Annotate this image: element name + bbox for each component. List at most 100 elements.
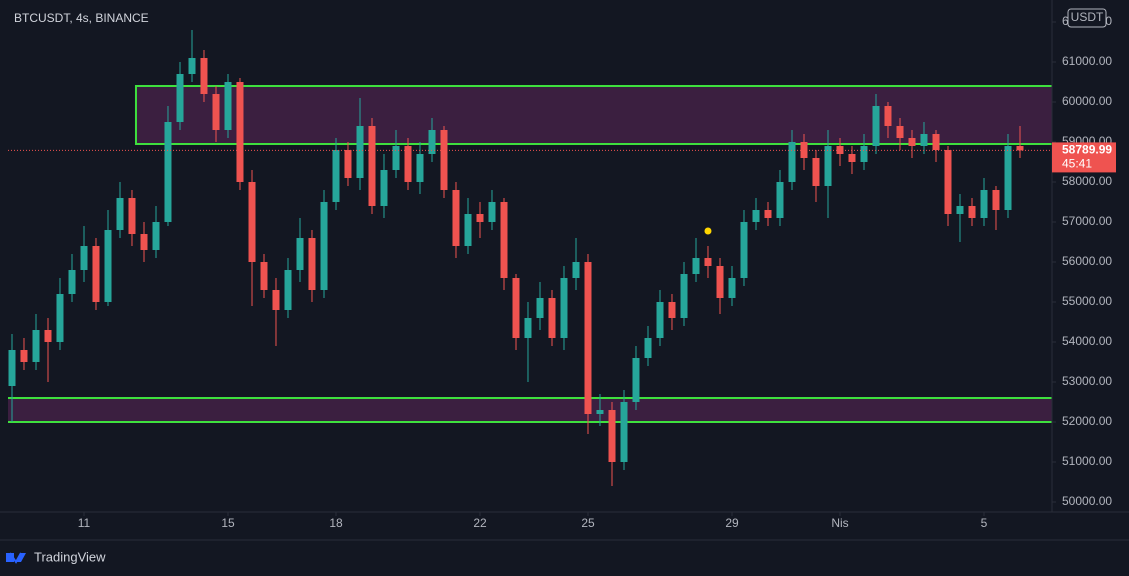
- candle-body: [512, 278, 520, 338]
- x-tick-label: 11: [78, 516, 91, 530]
- candle-body: [944, 150, 952, 214]
- candle-body: [92, 246, 100, 302]
- candle-body: [824, 146, 832, 186]
- candle-body: [344, 150, 352, 178]
- countdown-label: 45:41: [1062, 157, 1092, 171]
- candle-body: [548, 298, 556, 338]
- candle-body: [320, 202, 328, 290]
- candle-body: [896, 126, 904, 138]
- candle-body: [332, 150, 340, 202]
- candle-body: [572, 262, 580, 278]
- y-tick-label: 60000.00: [1062, 94, 1112, 108]
- y-tick-label: 54000.00: [1062, 334, 1112, 348]
- currency-badge[interactable]: [1067, 8, 1107, 28]
- candle-body: [812, 158, 820, 186]
- x-tick-label: Nis: [831, 516, 848, 530]
- candle-body: [740, 222, 748, 278]
- candle-body: [368, 126, 376, 206]
- y-tick-label: 53000.00: [1062, 374, 1112, 388]
- candle-body: [668, 302, 676, 318]
- candle-body: [908, 138, 916, 146]
- candle-body: [728, 278, 736, 298]
- candle-body: [488, 202, 496, 222]
- candle-body: [236, 82, 244, 182]
- candle-body: [68, 270, 76, 294]
- candle-body: [776, 182, 784, 218]
- candle-body: [248, 182, 256, 262]
- candle-body: [416, 154, 424, 182]
- x-tick-label: 22: [473, 516, 487, 530]
- candle-body: [704, 258, 712, 266]
- candle-body: [656, 302, 664, 338]
- candle-body: [536, 298, 544, 318]
- candle-body: [620, 402, 628, 462]
- candle-body: [428, 130, 436, 154]
- candle-body: [608, 410, 616, 462]
- y-tick-label: 55000.00: [1062, 294, 1112, 308]
- candle-body: [500, 202, 508, 278]
- candle-body: [692, 258, 700, 274]
- candle-body: [32, 330, 40, 362]
- x-tick-label: 5: [981, 516, 988, 530]
- candle-body: [980, 190, 988, 218]
- candle-body: [380, 170, 388, 206]
- logo-icon-stroke: [9, 552, 22, 564]
- price-zone: [134, 85, 1052, 145]
- candle-body: [1004, 146, 1012, 210]
- candle-body: [932, 134, 940, 150]
- candle-body: [560, 278, 568, 338]
- marker-dot: [704, 227, 712, 235]
- candle-body: [188, 58, 196, 74]
- candle-body: [920, 134, 928, 146]
- candle-body: [284, 270, 292, 310]
- candle-body: [860, 146, 868, 162]
- price-zone: [8, 397, 1052, 423]
- candle-body: [116, 198, 124, 230]
- y-tick-label: 56000.00: [1062, 254, 1112, 268]
- candle-body: [524, 318, 532, 338]
- plot-area: [8, 30, 1052, 486]
- candle-body: [8, 350, 16, 386]
- candle-body: [632, 358, 640, 402]
- candle-body: [260, 262, 268, 290]
- x-tick-label: 18: [329, 516, 343, 530]
- candle-body: [584, 262, 592, 414]
- candle-body: [272, 290, 280, 310]
- candle-body: [20, 350, 28, 362]
- x-tick-label: 25: [581, 516, 595, 530]
- candle-body: [200, 58, 208, 94]
- candle-body: [212, 94, 220, 130]
- x-tick-label: 15: [221, 516, 235, 530]
- candle-body: [992, 190, 1000, 210]
- candle-body: [80, 246, 88, 270]
- y-tick-label: 61000.00: [1062, 54, 1112, 68]
- candle-body: [356, 126, 364, 178]
- candle-body: [464, 214, 472, 246]
- candle-body: [176, 74, 184, 122]
- y-tick-label: 51000.00: [1062, 454, 1112, 468]
- candle-body: [392, 146, 400, 170]
- axes: 50000.00 51000.00 52000.00 53000.00 54000.00…: [78, 14, 1116, 530]
- candle-body: [848, 154, 856, 162]
- candle-body: [956, 206, 964, 214]
- candle-body: [884, 106, 892, 126]
- y-tick-label: 57000.00: [1062, 214, 1112, 228]
- candle-body: [56, 294, 64, 342]
- y-tick-label: 50000.00: [1062, 494, 1112, 508]
- candle-body: [872, 106, 880, 146]
- y-tick-label: 52000.00: [1062, 414, 1112, 428]
- logo-text[interactable]: TradingView: [34, 549, 106, 564]
- candle-body: [164, 122, 172, 222]
- candle-body: [764, 210, 772, 218]
- candle-body: [644, 338, 652, 358]
- candle-body: [296, 238, 304, 270]
- last-price-label: 58789.99: [1062, 143, 1112, 157]
- candle-body: [680, 274, 688, 318]
- candle-body: [152, 222, 160, 250]
- candle-body: [716, 266, 724, 298]
- candle-body: [308, 238, 316, 290]
- candle-body: [452, 190, 460, 246]
- currency-label[interactable]: USDT: [1071, 10, 1104, 24]
- candle-body: [44, 330, 52, 342]
